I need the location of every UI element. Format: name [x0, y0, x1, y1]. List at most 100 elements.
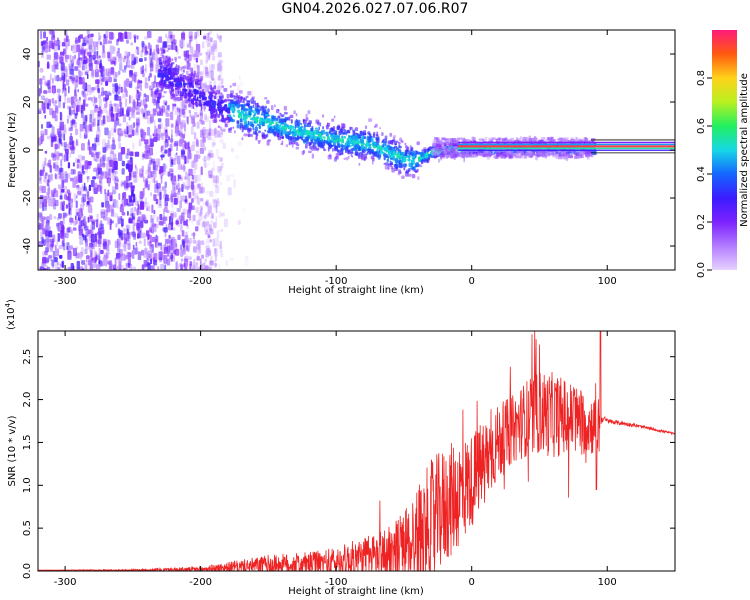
spectrogram-cell: [207, 135, 212, 142]
spectrogram-cell: [272, 115, 277, 120]
spectrogram-cell: [99, 75, 103, 82]
spectrogram-cell: [98, 32, 101, 41]
spectrogram-cell: [356, 139, 360, 143]
spectrogram-cell: [94, 137, 98, 143]
spectrogram-cell: [145, 50, 149, 55]
spectrogram-cell: [74, 112, 77, 116]
spectrogram-cell: [55, 248, 60, 257]
spectrogram-cell: [208, 174, 213, 179]
spectrogram-cell: [69, 54, 72, 63]
spectrogram-cell: [225, 260, 228, 267]
spectrogram-cell: [59, 263, 62, 267]
spectrogram-cell: [53, 161, 57, 170]
spectrogram-cell: [70, 132, 73, 138]
spectrogram-cell: [214, 263, 218, 267]
spectrogram-cell: [56, 37, 60, 41]
spectrogram-cell: [48, 191, 53, 196]
spectrogram-cell: [176, 207, 181, 213]
spectrogram-cell: [304, 143, 308, 149]
spectrogram-cell: [135, 48, 139, 54]
spectrogram-cell: [77, 88, 79, 93]
spectrogram-cell: [172, 212, 177, 218]
spectrogram-cell: [190, 116, 195, 124]
spectrogram-cell: [92, 102, 97, 107]
spectrogram-cell: [77, 190, 82, 195]
spectrogram-cell: [247, 108, 252, 112]
spectrogram-cell: [97, 240, 102, 248]
spectrogram-cell: [308, 120, 312, 124]
spectrogram-cell: [107, 189, 110, 197]
spectrogram-cell: [341, 144, 344, 149]
spectrogram-cell: [129, 195, 132, 203]
spectrogram-cell: [244, 258, 249, 267]
spectrogram-cell: [128, 131, 133, 135]
spectrogram-cell: [59, 213, 62, 220]
spectrogram-cell: [40, 231, 44, 240]
spectrogram-cell: [194, 50, 199, 58]
spectrogram-cell: [174, 125, 180, 134]
spectrogram-cell: [381, 151, 385, 155]
spectrogram-cell: [116, 265, 119, 270]
spectrogram-cell: [125, 224, 130, 229]
spectrogram-cell: [57, 133, 63, 141]
spectrogram-cell: [84, 225, 89, 231]
spectrogram-cell: [203, 103, 206, 106]
spectrogram-cell: [211, 102, 216, 107]
spectrogram-cell: [144, 36, 149, 40]
spectrogram-cell: [156, 83, 159, 89]
spectrogram-cell: [70, 119, 72, 123]
spectrogram-cell: [218, 95, 223, 100]
spectrogram-cell: [203, 262, 206, 270]
spectrogram-cell: [144, 150, 149, 160]
spectrogram-cell: [154, 164, 158, 171]
spectrogram-cell: [210, 111, 213, 115]
spectrogram-cell: [130, 95, 134, 104]
spectrogram-cell: [393, 146, 398, 149]
spectrogram-cell: [83, 134, 88, 139]
spectrogram-cell: [102, 115, 106, 125]
spectrogram-cell: [130, 42, 134, 46]
spectrogram-cell: [203, 160, 207, 168]
spectrogram-cell: [216, 198, 219, 205]
spectrogram-cell: [156, 216, 159, 222]
spectrogram-cell: [66, 173, 71, 179]
spectrogram-cell: [230, 245, 234, 251]
spectrogram-cell: [141, 152, 145, 161]
spectrogram-cell: [121, 160, 125, 167]
spectrogram-cell: [286, 124, 289, 127]
spectrogram-cell: [38, 241, 43, 247]
spectrogram-cell: [264, 129, 267, 132]
spectrogram-cell: [73, 103, 77, 108]
spectrogram-cell: [149, 45, 152, 54]
spectrogram-cell: [153, 98, 158, 106]
spectrogram-cell: [76, 184, 80, 188]
spectrogram-cell: [319, 122, 322, 127]
spectrogram-cell: [161, 134, 164, 141]
spectrogram-cell: [184, 176, 187, 180]
spectrogram-cell: [123, 180, 129, 189]
spectrogram-cell: [111, 186, 117, 195]
spectrogram-cell: [61, 175, 64, 181]
spectrogram-cell: [185, 185, 190, 190]
spectrogram-cell: [263, 109, 267, 115]
spectrogram-cell: [164, 231, 167, 238]
spectrogram-cell: [151, 81, 154, 91]
spectrogram-cell: [75, 75, 79, 83]
spectrogram-cell: [253, 120, 256, 124]
spectrogram-cell: [233, 114, 235, 117]
spectrogram-cell: [153, 228, 157, 233]
spectrogram-cell: [241, 104, 244, 110]
spectrogram-cell: [403, 156, 406, 160]
spectrogram-cell: [169, 143, 173, 152]
spectrogram-cell: [156, 107, 161, 115]
spectrogram-cell: [207, 205, 212, 214]
spectrogram-cell: [196, 256, 199, 261]
spectrogram-cell: [108, 168, 111, 176]
spectrogram-cell: [417, 151, 420, 155]
spectrogram-cell: [206, 229, 209, 233]
spectrogram-cell: [74, 215, 77, 221]
spectrogram-cell: [86, 176, 90, 180]
spectrogram-cell: [203, 35, 207, 40]
spectrogram-cell: [101, 138, 106, 148]
spectrogram-cell: [137, 79, 141, 84]
